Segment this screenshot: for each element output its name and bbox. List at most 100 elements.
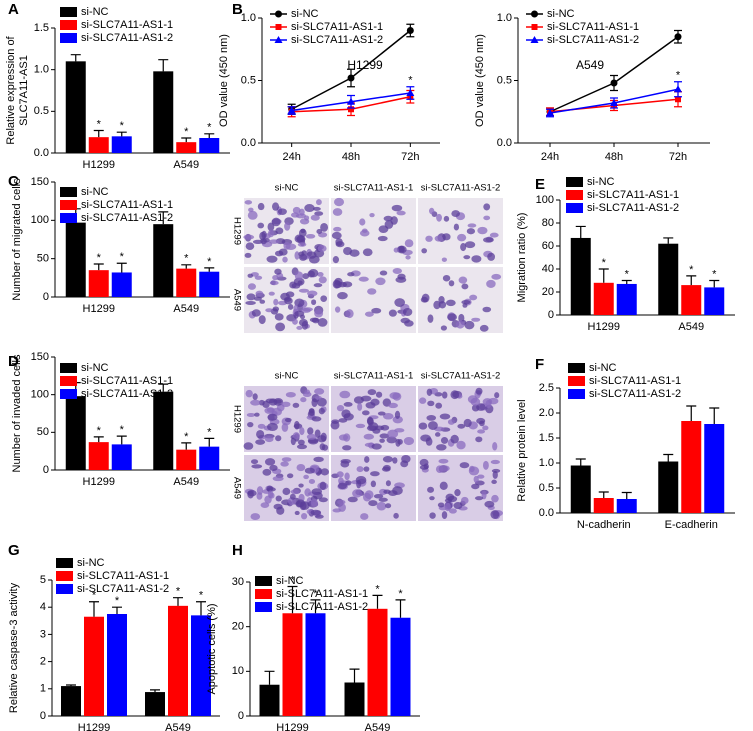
cell — [453, 223, 460, 231]
cell — [393, 247, 399, 253]
cell — [243, 442, 254, 450]
significance: * — [375, 583, 380, 595]
cell — [251, 309, 261, 317]
cell — [426, 388, 433, 396]
cell — [419, 397, 427, 404]
legend-label: si-SLC7A11-AS1-1 — [291, 21, 383, 33]
cell — [306, 433, 317, 440]
bar — [153, 391, 174, 470]
cell — [404, 320, 414, 327]
cell — [290, 489, 300, 495]
panel-label: C — [8, 173, 19, 190]
bar — [344, 682, 365, 716]
bar — [199, 446, 220, 470]
significance: * — [97, 425, 102, 437]
y-axis-label: Migration ratio (%) — [516, 213, 528, 303]
legend-swatch — [568, 389, 585, 399]
cell — [419, 465, 429, 470]
cell — [254, 275, 263, 280]
cell — [272, 275, 279, 281]
cell — [320, 223, 329, 232]
cell — [274, 250, 284, 257]
significance: * — [120, 120, 125, 132]
cell — [404, 239, 414, 248]
significance: * — [97, 252, 102, 264]
bar — [367, 608, 388, 716]
cell — [377, 411, 386, 416]
y-tick-label: 0 — [40, 710, 46, 722]
y-tick-label: 100 — [536, 194, 554, 206]
cell — [308, 268, 319, 278]
bar — [616, 499, 637, 513]
significance: * — [97, 118, 102, 130]
cell — [282, 256, 288, 263]
cell — [434, 432, 441, 437]
cell — [284, 297, 293, 305]
cell — [344, 472, 350, 481]
significance: * — [184, 253, 189, 265]
cell — [442, 274, 451, 282]
bar — [88, 442, 109, 470]
cell — [443, 215, 450, 222]
cell — [455, 320, 465, 329]
cell — [489, 232, 499, 238]
chart: D 0 50 100 150 Number of invaded cells H1299 A5… — [8, 351, 230, 488]
cell — [483, 215, 491, 221]
cell — [314, 395, 322, 400]
cell — [375, 391, 383, 398]
cell — [347, 496, 358, 503]
cell — [308, 408, 315, 416]
bar — [65, 396, 86, 470]
cell — [296, 463, 306, 472]
panel-label: H — [232, 542, 243, 559]
legend-label: si-NC — [547, 8, 575, 20]
bar — [191, 615, 211, 716]
cell — [260, 502, 270, 508]
cell — [247, 210, 258, 220]
bar — [305, 613, 326, 716]
cell — [289, 281, 297, 289]
cell — [429, 207, 435, 215]
cell — [245, 242, 255, 251]
chart: 0.0 0.5 1.0 OD value (450 nm) A549 24h 48h 72h *… — [474, 8, 710, 163]
legend-label: si-SLC7A11-AS1-2 — [81, 32, 173, 44]
cell — [343, 246, 353, 256]
cell — [398, 245, 405, 253]
bar — [593, 498, 614, 513]
significance: * — [184, 431, 189, 443]
cell — [292, 432, 300, 440]
legend-label: si-SLC7A11-AS1-2 — [276, 601, 368, 613]
cell — [458, 276, 468, 284]
cell — [386, 436, 397, 444]
cell — [304, 488, 311, 497]
error-bar — [372, 594, 383, 609]
cell — [284, 222, 291, 231]
cell — [336, 404, 345, 412]
cell — [389, 392, 401, 400]
x-tick-label: 72h — [401, 151, 419, 163]
y-tick-label: 40 — [542, 263, 554, 275]
y-tick-label: 2.5 — [539, 382, 554, 394]
legend-label: si-NC — [81, 6, 109, 18]
cell — [255, 290, 264, 297]
cell — [250, 399, 261, 406]
y-tick-label: 20 — [542, 286, 554, 298]
cell — [304, 204, 315, 213]
x-tick-label: H1299 — [83, 159, 115, 171]
cell — [251, 464, 263, 469]
error-bar — [349, 668, 360, 683]
cell — [294, 420, 300, 430]
legend-label: si-SLC7A11-AS1-1 — [81, 19, 173, 31]
cell — [257, 423, 266, 429]
cell — [247, 490, 257, 497]
cell — [492, 470, 498, 479]
cell — [436, 444, 447, 451]
error-bar — [686, 275, 697, 286]
error-bar — [89, 601, 99, 617]
bar — [390, 617, 411, 716]
cell — [250, 513, 261, 520]
cell — [311, 299, 317, 306]
column-label: si-SLC7A11-AS1-2 — [421, 183, 501, 194]
column-label: si-NC — [275, 371, 299, 382]
cell — [343, 433, 351, 442]
